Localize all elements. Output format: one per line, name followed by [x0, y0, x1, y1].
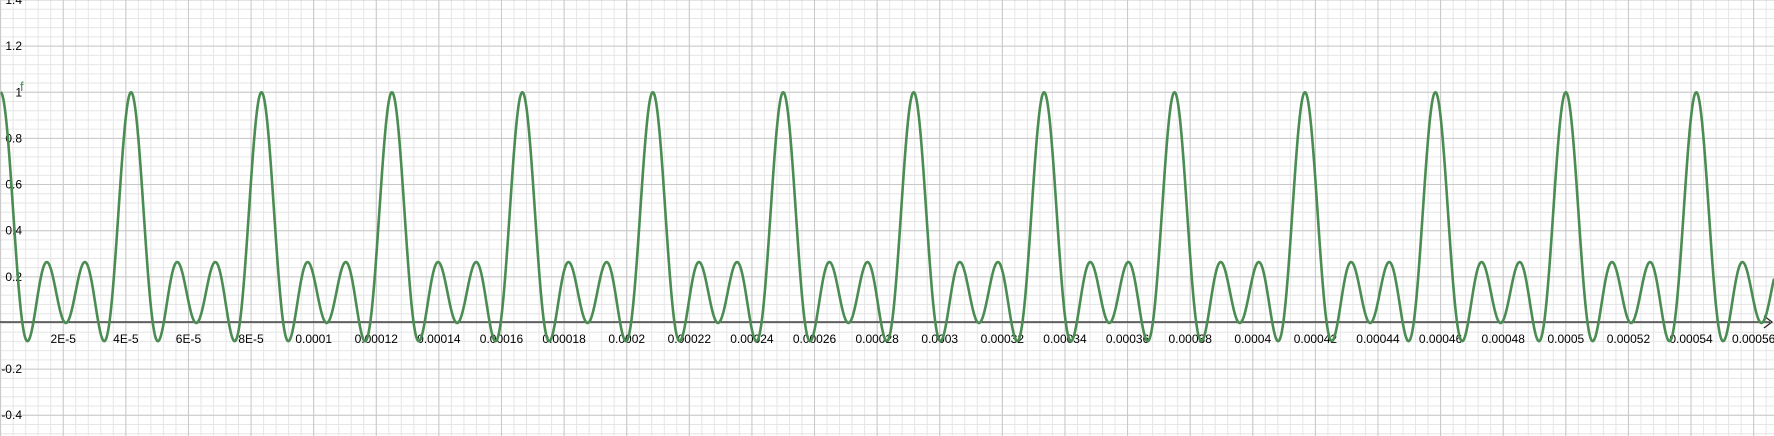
y-tick-label: 0.2: [5, 270, 22, 284]
axes: [0, 315, 1773, 329]
x-tick-label: 0.00026: [793, 332, 837, 346]
x-tick-label: 0.00048: [1482, 332, 1526, 346]
x-tick-label: 0.0004: [1234, 332, 1271, 346]
x-tick-label: 0.00056: [1732, 332, 1774, 346]
x-tick-label: 0.00042: [1294, 332, 1338, 346]
y-tick-label: 1.2: [5, 39, 22, 53]
x-tick-label: 0.00014: [417, 332, 461, 346]
x-tick-label: 0.00052: [1607, 332, 1651, 346]
x-tick-label: 0.00054: [1669, 332, 1713, 346]
y-tick-label: 0.8: [5, 131, 22, 145]
x-tick-label: 0.00038: [1168, 332, 1212, 346]
x-tick-label: 0.00044: [1356, 332, 1400, 346]
x-tick-label: 0.00034: [1043, 332, 1087, 346]
x-tick-label: 0.00018: [542, 332, 586, 346]
series-f-label: f: [20, 79, 24, 94]
x-tick-label: 0.00046: [1419, 332, 1463, 346]
x-tick-label: 8E-5: [238, 332, 264, 346]
y-tick-label: 1: [15, 85, 22, 99]
x-tick-label: 4E-5: [113, 332, 139, 346]
y-tick-label: -0.2: [1, 362, 22, 376]
curve-layer: [0, 90, 1774, 343]
x-tick-label: 0.00028: [855, 332, 899, 346]
x-tick-label: 0.00016: [480, 332, 524, 346]
y-tick-label: 1.4: [5, 0, 22, 7]
x-tick-label: 2E-5: [51, 332, 77, 346]
x-tick-label: 0.0001: [295, 332, 332, 346]
x-tick-label: 0.00022: [668, 332, 712, 346]
x-tick-label: 0.00012: [355, 332, 399, 346]
x-axis-arrow-icon: [1763, 315, 1773, 329]
y-tick-label: -0.4: [1, 408, 22, 422]
x-tick-label: 0.00024: [730, 332, 774, 346]
series-f-line: [0, 90, 1774, 343]
y-tick-label: 0.6: [5, 178, 22, 192]
x-tick-label: 6E-5: [176, 332, 202, 346]
tick-labels: 1.41.210.80.60.40.2-0.2-0.42E-5 4E-5 6E-5 8…: [1, 0, 1774, 422]
x-tick-label: 0.0005: [1547, 332, 1584, 346]
x-tick-label: 0.00036: [1106, 332, 1150, 346]
